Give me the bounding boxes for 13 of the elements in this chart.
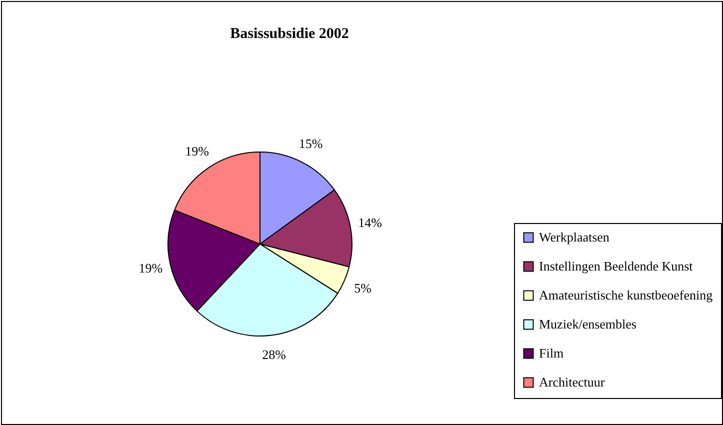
legend-label: Amateuristische kunstbeoefening — [539, 288, 714, 302]
legend-label: Architectuur — [539, 374, 606, 390]
data-label: 5% — [354, 280, 372, 296]
legend-label: Muziek/ensembles — [539, 316, 636, 332]
data-label: 14% — [358, 215, 382, 230]
legend-label: Werkplaatsen — [539, 230, 610, 244]
data-label: 15% — [298, 136, 323, 152]
legend-label: Film — [539, 346, 564, 360]
data-label: 19% — [185, 143, 210, 158]
legend-label: Instellingen Beeldende Kunst — [539, 258, 694, 274]
data-label: 19% — [138, 260, 163, 276]
data-label: 28% — [262, 347, 286, 362]
chart-title: Basissubsidie 2002 — [230, 26, 349, 42]
